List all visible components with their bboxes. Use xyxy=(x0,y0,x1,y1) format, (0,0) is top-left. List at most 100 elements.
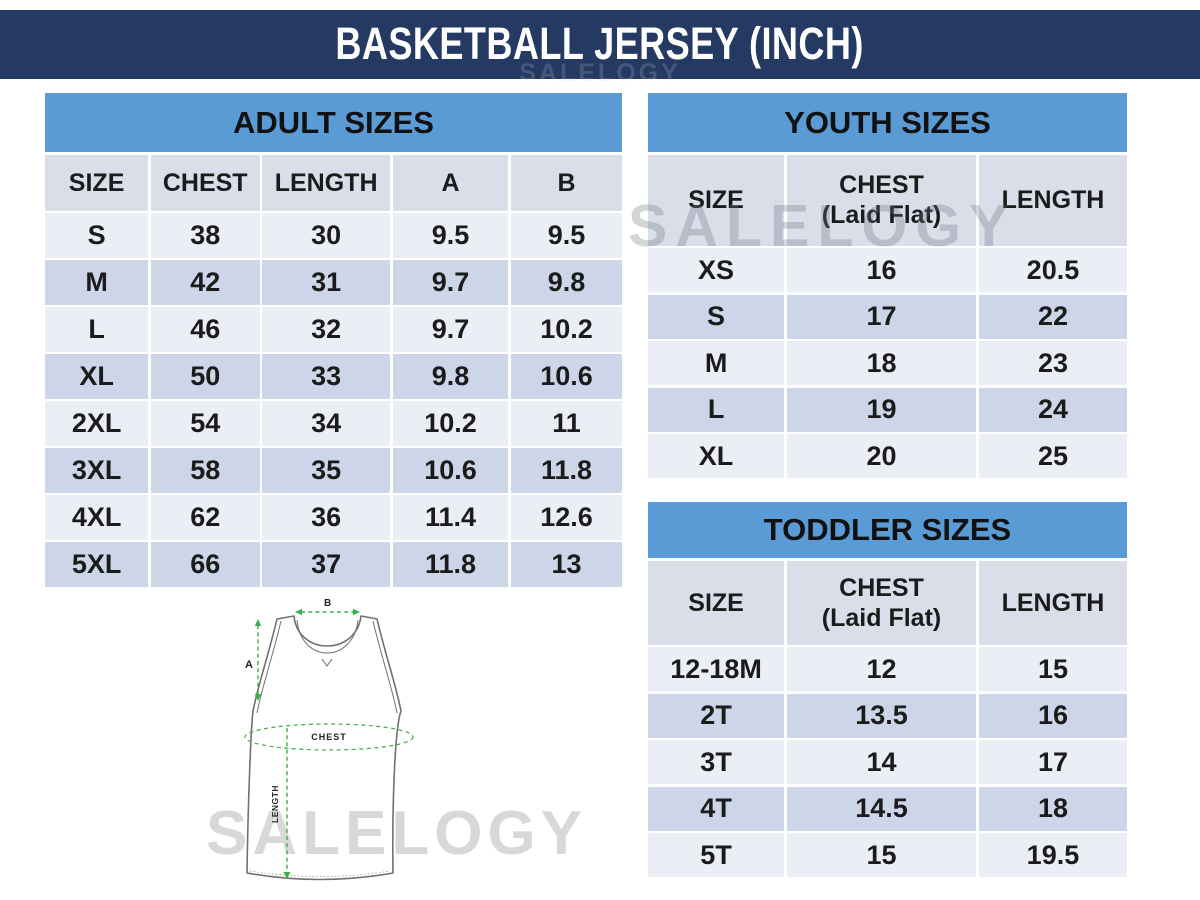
table-cell: 9.5 xyxy=(510,213,622,258)
table-cell: 17 xyxy=(978,740,1127,784)
table-cell: S xyxy=(45,213,149,258)
table-cell: 38 xyxy=(150,213,260,258)
table-cell: 22 xyxy=(978,294,1127,339)
table-cell: 16 xyxy=(978,693,1127,738)
table-cell: 4XL xyxy=(45,495,149,540)
title-bar: BASKETBALL JERSEY (INCH) SALELOGY xyxy=(0,10,1200,87)
table-cell: 15 xyxy=(786,833,977,877)
table-cell: 13 xyxy=(510,542,622,587)
table-cell: 31 xyxy=(262,260,390,305)
youth-table-title: YOUTH SIZES xyxy=(648,93,1127,152)
table-cell: 20.5 xyxy=(978,248,1127,292)
table-cell: 9.7 xyxy=(392,307,509,352)
adult-table-grid: SIZE CHEST LENGTH A B S 38 30 9.5 9.5 M 42 31 9.7 9.8 L… xyxy=(45,154,622,587)
table-cell: 11 xyxy=(510,401,622,446)
table-cell: 3XL xyxy=(45,448,149,493)
table-cell: 3T xyxy=(648,740,785,784)
table-cell: 14 xyxy=(786,740,977,784)
table-cell: XL xyxy=(648,434,785,478)
column-header: SIZE xyxy=(648,560,785,645)
table-cell: 12.6 xyxy=(510,495,622,540)
measurement-arrowheads xyxy=(254,608,360,879)
jersey-trim-lines xyxy=(249,619,398,877)
watermark-middle: SALELOGY xyxy=(628,193,1017,259)
column-header: CHEST (Laid Flat) xyxy=(786,154,977,246)
table-cell: 34 xyxy=(262,401,390,446)
toddler-table-title: TODDLER SIZES xyxy=(648,502,1127,558)
column-header: CHEST (Laid Flat) xyxy=(786,560,977,645)
table-cell: 14.5 xyxy=(786,786,977,831)
table-cell: 12 xyxy=(786,647,977,691)
table-cell: 9.8 xyxy=(392,354,509,399)
table-cell: 32 xyxy=(262,307,390,352)
jersey-outline xyxy=(246,615,402,881)
table-cell: 62 xyxy=(150,495,260,540)
toddler-table-grid: SIZE CHEST (Laid Flat) LENGTH 12-18M 12 15 2T 1… xyxy=(648,560,1127,877)
table-cell: XL xyxy=(45,354,149,399)
table-cell: 54 xyxy=(150,401,260,446)
measurement-lines xyxy=(244,611,414,873)
table-cell: M xyxy=(45,260,149,305)
jersey-measurement-diagram: B A CHEST LENGTH xyxy=(244,598,414,881)
youth-table-grid: SIZE CHEST (Laid Flat) LENGTH XS 16 20.5 S 17 22… xyxy=(648,154,1127,478)
watermark-title: SALELOGY xyxy=(519,59,681,87)
page-title: BASKETBALL JERSEY (INCH) xyxy=(335,18,865,70)
table-cell: 35 xyxy=(262,448,390,493)
column-header: LENGTH xyxy=(978,154,1127,246)
column-header: A xyxy=(392,154,509,211)
table-cell: 20 xyxy=(786,434,977,478)
column-header: SIZE xyxy=(648,154,785,246)
watermark-bottom: SALELOGY xyxy=(206,799,588,868)
table-cell: XS xyxy=(648,248,785,292)
label-chest: CHEST xyxy=(311,732,347,742)
column-header: SIZE xyxy=(45,154,149,211)
table-cell: 16 xyxy=(786,248,977,292)
column-header: LENGTH xyxy=(978,560,1127,645)
table-cell: 36 xyxy=(262,495,390,540)
table-cell: 19 xyxy=(786,387,977,432)
table-cell: 13.5 xyxy=(786,693,977,738)
column-header: CHEST xyxy=(150,154,260,211)
table-cell: 12-18M xyxy=(648,647,785,691)
toddler-sizes-table: TODDLER SIZES SIZE CHEST (Laid Flat) LENGT… xyxy=(648,502,1127,877)
table-cell: 17 xyxy=(786,294,977,339)
table-cell: 10.6 xyxy=(392,448,509,493)
table-cell: 10.2 xyxy=(510,307,622,352)
label-b: B xyxy=(324,598,331,609)
table-cell: 18 xyxy=(786,341,977,385)
table-cell: 66 xyxy=(150,542,260,587)
table-cell: 24 xyxy=(978,387,1127,432)
table-cell: 50 xyxy=(150,354,260,399)
table-cell: 9.5 xyxy=(392,213,509,258)
table-cell: 5T xyxy=(648,833,785,877)
table-cell: 18 xyxy=(978,786,1127,831)
table-cell: 5XL xyxy=(45,542,149,587)
table-cell: L xyxy=(45,307,149,352)
table-cell: 19.5 xyxy=(978,833,1127,877)
adult-table-title: ADULT SIZES xyxy=(45,93,622,152)
table-cell: 37 xyxy=(262,542,390,587)
table-cell: 42 xyxy=(150,260,260,305)
table-cell: 23 xyxy=(978,341,1127,385)
table-cell: 11.4 xyxy=(392,495,509,540)
table-cell: 2XL xyxy=(45,401,149,446)
table-cell: 25 xyxy=(978,434,1127,478)
table-cell: 30 xyxy=(262,213,390,258)
table-cell: 11.8 xyxy=(392,542,509,587)
table-cell: 2T xyxy=(648,693,785,738)
column-header: LENGTH xyxy=(262,154,390,211)
column-header: B xyxy=(510,154,622,211)
label-length: LENGTH xyxy=(270,785,280,823)
table-cell: 46 xyxy=(150,307,260,352)
table-cell: M xyxy=(648,341,785,385)
table-cell: L xyxy=(648,387,785,432)
table-cell: 10.6 xyxy=(510,354,622,399)
table-cell: 4T xyxy=(648,786,785,831)
label-a: A xyxy=(245,659,253,671)
table-cell: 15 xyxy=(978,647,1127,691)
table-cell: 10.2 xyxy=(392,401,509,446)
table-cell: S xyxy=(648,294,785,339)
table-cell: 9.7 xyxy=(392,260,509,305)
table-cell: 11.8 xyxy=(510,448,622,493)
